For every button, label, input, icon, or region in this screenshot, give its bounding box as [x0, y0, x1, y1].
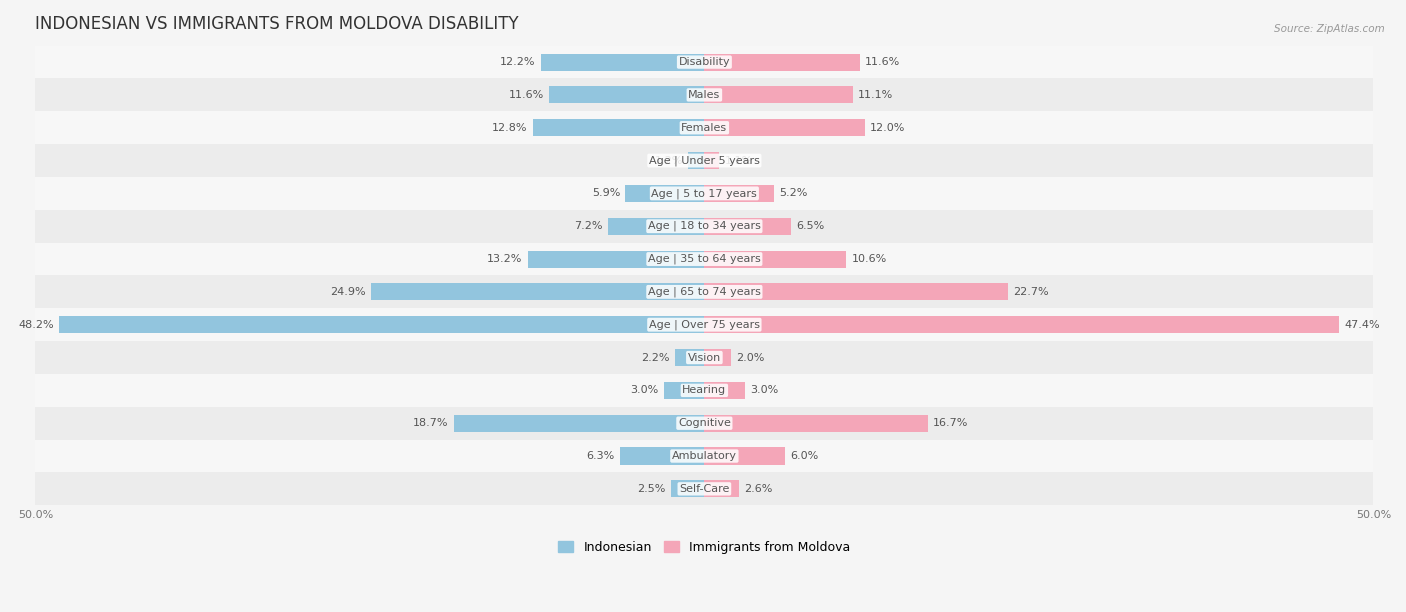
Text: Age | 5 to 17 years: Age | 5 to 17 years — [651, 188, 758, 199]
Bar — [35, 341, 1374, 374]
Text: 47.4%: 47.4% — [1344, 319, 1379, 330]
Bar — [704, 53, 859, 70]
Text: 6.5%: 6.5% — [797, 221, 825, 231]
Bar — [704, 86, 853, 103]
Bar — [35, 177, 1374, 210]
Bar — [671, 480, 704, 498]
Text: Males: Males — [689, 90, 720, 100]
Text: 5.2%: 5.2% — [779, 188, 807, 198]
Text: 16.7%: 16.7% — [934, 418, 969, 428]
Bar — [675, 349, 704, 366]
Text: INDONESIAN VS IMMIGRANTS FROM MOLDOVA DISABILITY: INDONESIAN VS IMMIGRANTS FROM MOLDOVA DI… — [35, 15, 519, 33]
Bar — [664, 382, 704, 399]
Bar — [704, 415, 928, 431]
Bar — [704, 447, 785, 465]
Bar — [620, 447, 704, 465]
Text: Age | Under 5 years: Age | Under 5 years — [650, 155, 759, 166]
Bar — [35, 144, 1374, 177]
Bar — [704, 250, 846, 267]
Text: Cognitive: Cognitive — [678, 418, 731, 428]
Bar — [704, 185, 773, 202]
Text: 6.0%: 6.0% — [790, 451, 818, 461]
Text: 12.0%: 12.0% — [870, 123, 905, 133]
Bar — [704, 349, 731, 366]
Text: Vision: Vision — [688, 353, 721, 362]
Bar — [541, 53, 704, 70]
Text: 3.0%: 3.0% — [749, 386, 778, 395]
Text: 13.2%: 13.2% — [486, 254, 523, 264]
Bar — [35, 210, 1374, 242]
Bar — [35, 472, 1374, 506]
Text: Ambulatory: Ambulatory — [672, 451, 737, 461]
Text: Age | Over 75 years: Age | Over 75 years — [650, 319, 759, 330]
Text: Females: Females — [682, 123, 727, 133]
Text: Self-Care: Self-Care — [679, 484, 730, 494]
Text: 2.5%: 2.5% — [637, 484, 665, 494]
Text: Age | 18 to 34 years: Age | 18 to 34 years — [648, 221, 761, 231]
Bar — [704, 218, 792, 235]
Text: 11.1%: 11.1% — [858, 90, 893, 100]
Text: 18.7%: 18.7% — [413, 418, 449, 428]
Text: 24.9%: 24.9% — [330, 287, 366, 297]
Bar — [59, 316, 704, 334]
Legend: Indonesian, Immigrants from Moldova: Indonesian, Immigrants from Moldova — [554, 536, 855, 559]
Bar — [35, 407, 1374, 439]
Bar — [35, 242, 1374, 275]
Text: 1.1%: 1.1% — [724, 155, 752, 166]
Text: Age | 35 to 64 years: Age | 35 to 64 years — [648, 254, 761, 264]
Bar — [626, 185, 704, 202]
Bar — [689, 152, 704, 169]
Text: 1.2%: 1.2% — [655, 155, 683, 166]
Bar — [704, 119, 865, 136]
Bar — [550, 86, 704, 103]
Bar — [704, 480, 740, 498]
Bar — [704, 316, 1339, 334]
Text: 12.8%: 12.8% — [492, 123, 527, 133]
Bar — [704, 382, 745, 399]
Text: 5.9%: 5.9% — [592, 188, 620, 198]
Text: Hearing: Hearing — [682, 386, 727, 395]
Bar — [35, 78, 1374, 111]
Bar — [704, 283, 1008, 300]
Text: 6.3%: 6.3% — [586, 451, 614, 461]
Text: Disability: Disability — [679, 57, 730, 67]
Bar — [454, 415, 704, 431]
Bar — [35, 46, 1374, 78]
Text: 3.0%: 3.0% — [631, 386, 659, 395]
Bar — [527, 250, 704, 267]
Bar — [35, 374, 1374, 407]
Text: 2.2%: 2.2% — [641, 353, 669, 362]
Text: 7.2%: 7.2% — [574, 221, 603, 231]
Text: 48.2%: 48.2% — [18, 319, 53, 330]
Bar — [35, 111, 1374, 144]
Bar — [533, 119, 704, 136]
Text: 12.2%: 12.2% — [501, 57, 536, 67]
Text: Age | 65 to 74 years: Age | 65 to 74 years — [648, 286, 761, 297]
Text: 2.6%: 2.6% — [745, 484, 773, 494]
Text: 11.6%: 11.6% — [865, 57, 900, 67]
Text: 2.0%: 2.0% — [737, 353, 765, 362]
Bar — [35, 275, 1374, 308]
Bar — [371, 283, 704, 300]
Text: 11.6%: 11.6% — [509, 90, 544, 100]
Text: 22.7%: 22.7% — [1014, 287, 1049, 297]
Bar — [35, 308, 1374, 341]
Bar — [607, 218, 704, 235]
Text: 10.6%: 10.6% — [852, 254, 887, 264]
Text: Source: ZipAtlas.com: Source: ZipAtlas.com — [1274, 24, 1385, 34]
Bar — [704, 152, 718, 169]
Bar — [35, 439, 1374, 472]
